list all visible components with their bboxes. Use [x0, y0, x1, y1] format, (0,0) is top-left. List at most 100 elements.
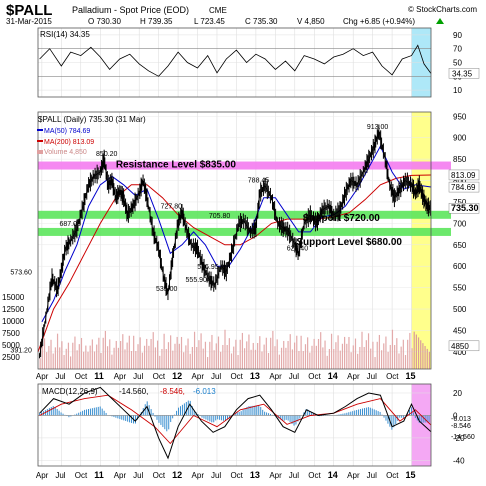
price-tick-label: 600 [453, 262, 467, 271]
volume-bar [189, 353, 191, 369]
price-highlight-band [411, 112, 431, 369]
volume-bar [396, 338, 398, 369]
volume-bar [317, 338, 320, 369]
volume-bar [165, 349, 167, 369]
price-tick-label: 500 [453, 305, 467, 314]
volume-bar [89, 345, 91, 369]
volume-bar [143, 345, 146, 369]
price-tick-label: 450 [453, 326, 467, 335]
volume-bar [272, 330, 274, 369]
volume-bar [254, 349, 257, 369]
x-tick-label: Apr [269, 372, 282, 381]
volume-bar [285, 347, 287, 369]
volume-bar [74, 336, 76, 369]
macd-legend-prefix: MACD(12,26,9) [42, 387, 98, 396]
price-tick-label: 750 [453, 198, 467, 207]
macd-legend: MACD(12,26,9) -14.560, -8.546, -6.013 [42, 387, 216, 396]
volume-bar [128, 335, 130, 369]
rsi-tick-label: 90 [453, 31, 462, 40]
volume-bar [372, 341, 374, 369]
volume-bar [339, 350, 341, 369]
volume-bar [270, 337, 272, 369]
open-value: O 730.30 [88, 17, 121, 26]
x-tick-label: 15 [406, 470, 416, 480]
volume-bar [39, 358, 41, 369]
volume-bar [413, 331, 415, 369]
volume-bar [415, 334, 417, 369]
x-tick-label: Oct [230, 372, 243, 381]
price-annotation: 629.40 [287, 246, 309, 253]
price-value-box [448, 340, 480, 352]
volume-bar [398, 353, 400, 369]
price-legend-title: $PALL (Daily) 735.30 (31 Mar) [38, 115, 146, 124]
volume-bar [241, 332, 244, 369]
volume-bar [146, 338, 148, 369]
x-tick-label: 12 [172, 470, 182, 480]
x-tick-label: Jul [133, 471, 143, 480]
volume-bar [183, 352, 185, 369]
price-value-label: 4850 [451, 342, 469, 351]
price-tick-label: 850 [453, 155, 467, 164]
volume-bar [307, 337, 309, 369]
price-annotation: 391.20 [10, 348, 32, 355]
level-label: Support Level $680.00 [296, 237, 402, 248]
volume-bar [357, 353, 359, 369]
volume-bar [422, 343, 424, 369]
price-annotation: 788.45 [248, 177, 270, 184]
volume-bar [359, 346, 361, 369]
volume-bar [293, 342, 296, 369]
volume-bar [139, 337, 141, 369]
price-annotation: 586.95 [197, 264, 219, 271]
symbol-title: $PALL [6, 2, 52, 19]
x-tick-label: Jul [367, 372, 377, 381]
volume-value: V 4,850 [297, 17, 325, 26]
price-series-line [39, 130, 432, 356]
x-tick-label: 13 [250, 470, 260, 480]
volume-bar [167, 342, 170, 369]
volume-bar [276, 339, 278, 369]
x-tick-label: Jul [133, 372, 143, 381]
macd-legend-hist: -6.013 [193, 387, 216, 396]
triangle-up-icon [436, 18, 444, 24]
volume-bar [257, 343, 259, 369]
volume-bar [387, 351, 389, 369]
volume-bar [161, 348, 163, 369]
volume-bar [417, 337, 420, 369]
volume-bar [313, 338, 315, 369]
volume-tick-label: 12500 [2, 305, 25, 314]
volume-bar [385, 336, 387, 369]
price-tick-label: 700 [453, 219, 467, 228]
volume-bar [420, 340, 422, 369]
volume-bar [220, 351, 222, 369]
volume-bar [296, 335, 298, 369]
volume-bar [170, 335, 172, 369]
volume-bar [391, 329, 394, 369]
volume-bar [41, 344, 43, 369]
macd-value-label: -8.546 [451, 423, 471, 430]
volume-bar [407, 339, 409, 369]
volume-bar [383, 343, 385, 369]
level-label: Resistance Level $835.00 [116, 160, 237, 171]
volume-bar [211, 334, 213, 369]
price-tick-label: 900 [453, 134, 467, 143]
volume-tick-label: 10000 [2, 317, 25, 326]
x-tick-label: Apr [347, 471, 360, 480]
volume-bar [100, 353, 102, 369]
rsi-tick-label: 10 [453, 86, 462, 95]
volume-bar [120, 340, 122, 369]
volume-bar [235, 339, 237, 369]
ma50-legend: MA(50) 784.69 [44, 128, 90, 135]
volume-bar [302, 351, 304, 369]
volume-bar [80, 337, 83, 369]
volume-bar [109, 339, 111, 369]
volume-bar [204, 341, 207, 369]
close-value: C 735.30 [245, 17, 278, 26]
volume-bar [409, 332, 411, 369]
x-tick-label: Oct [75, 471, 88, 480]
price-value-label: 735.30 [451, 203, 479, 213]
volume-bar [346, 343, 348, 369]
volume-bar [111, 354, 113, 369]
volume-bar [61, 341, 63, 369]
macd-signal-line [39, 394, 432, 445]
